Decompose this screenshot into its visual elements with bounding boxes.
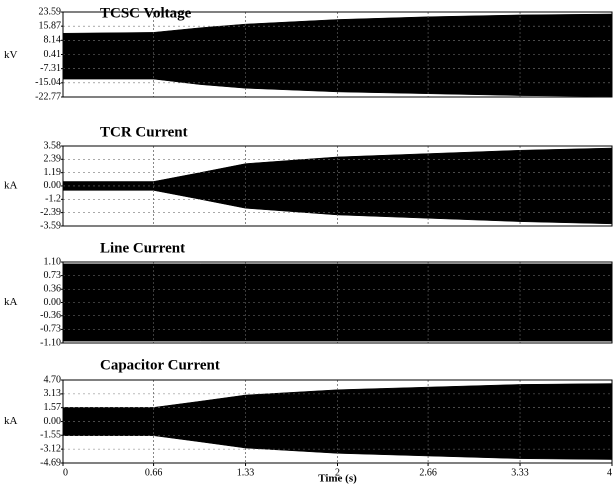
y-tick-label: 0.41 [44,49,62,60]
chart-title: TCR Current [100,124,188,140]
chart-title: TCSC Voltage [100,5,192,21]
plot-frame [62,261,613,344]
plot-frame [62,11,613,98]
y-tick-label: 0.36 [44,284,62,295]
y-tick-label: 1.19 [44,167,62,178]
y-tick-label: -3.12 [40,443,61,454]
x-tick-label: 0 [63,467,68,478]
y-tick-label: 0.00 [44,297,62,308]
x-tick-label: 1.33 [237,467,255,478]
y-tick-label: -1.2 [45,194,61,205]
y-tick-label: 23.59 [39,6,62,17]
y-tick-label: -1.55 [40,430,61,441]
x-axis-label: Time (s) [318,473,357,485]
y-tick-label: -2.39 [40,207,61,218]
chart-title: Capacitor Current [100,357,220,373]
plot-frame [62,145,613,227]
y-tick-label: -4.69 [40,457,61,468]
y-axis-label: kA [4,296,18,308]
y-tick-label: -22.77 [35,91,61,102]
y-tick-label: 1.57 [44,402,62,413]
x-tick-label: 4 [607,467,612,478]
y-tick-label: 15.87 [39,20,62,31]
chart-title: Line Current [100,240,185,256]
y-tick-label: 1.10 [44,256,62,267]
y-tick-label: 0.00 [44,416,62,427]
y-tick-label: 2.39 [44,154,62,165]
y-tick-label: -1.10 [40,337,61,348]
y-axis-label: kA [4,179,18,191]
y-axis-label: kV [4,49,18,61]
y-tick-label: 8.14 [44,35,62,46]
y-tick-label: -0.73 [40,324,61,335]
y-tick-label: -7.31 [40,63,61,74]
y-tick-label: 0.73 [44,270,62,281]
x-tick-label: 3.33 [511,467,529,478]
x-tick-label: 2.66 [419,467,437,478]
y-tick-label: 4.70 [44,374,62,385]
y-tick-label: 0.00 [44,180,62,191]
y-tick-label: 3.13 [44,388,62,399]
x-tick-label: 0.66 [145,467,163,478]
y-tick-label: -3.59 [40,220,61,231]
x-tick-label: 2 [335,467,340,478]
y-tick-label: -15.04 [35,77,61,88]
y-tick-label: -0.36 [40,310,61,321]
y-tick-label: 3.58 [44,140,62,151]
y-axis-label: kA [4,415,18,427]
